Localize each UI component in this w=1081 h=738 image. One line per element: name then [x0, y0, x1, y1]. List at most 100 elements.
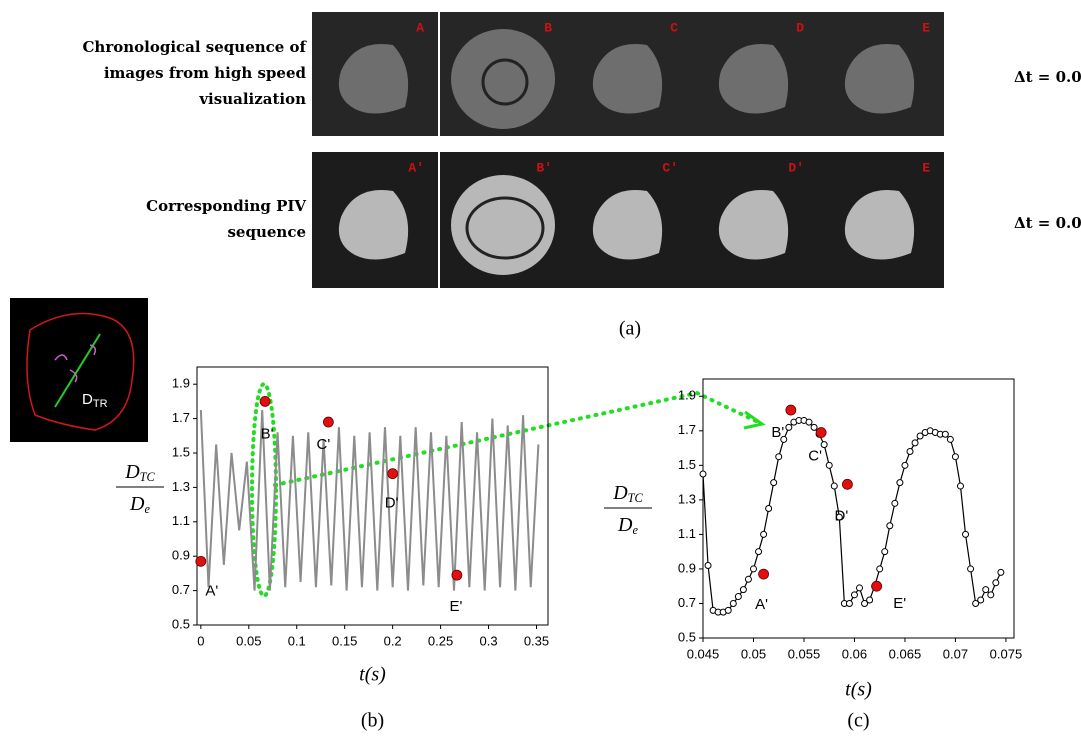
event-point — [322, 416, 334, 428]
data-marker — [744, 575, 752, 583]
y-tick-label: 1.1 — [678, 526, 696, 541]
event-label: D' — [835, 507, 849, 524]
data-marker — [850, 591, 858, 599]
data-marker — [734, 593, 742, 601]
data-marker — [866, 596, 874, 604]
x-tick-label: 0.2 — [384, 633, 402, 648]
data-marker — [825, 461, 833, 469]
data-marker — [785, 423, 793, 431]
x-tick-label: 0.045 — [687, 646, 720, 661]
data-marker — [941, 430, 949, 438]
data-marker — [749, 565, 757, 573]
zoom-arrow — [273, 390, 762, 487]
panel-label: (c) — [847, 710, 869, 732]
x-tick-label: 0.1 — [288, 633, 306, 648]
data-marker — [962, 530, 970, 538]
subscript: TC — [140, 470, 156, 484]
axis-title-part: De — [617, 514, 638, 537]
x-tick-label: 0.05 — [236, 633, 261, 648]
data-marker — [901, 461, 909, 469]
event-label: A' — [755, 596, 768, 613]
highlight-ellipse — [250, 382, 278, 598]
data-marker — [881, 548, 889, 556]
data-marker — [770, 479, 778, 487]
blob — [718, 190, 789, 260]
frame-label: D' — [788, 160, 804, 175]
data-marker — [987, 591, 995, 599]
event-label: E' — [449, 598, 462, 615]
inset-contour — [26, 312, 135, 431]
y-tick-label: 1.3 — [678, 491, 696, 506]
event-label: B' — [261, 425, 274, 442]
ring — [465, 196, 545, 260]
x-tick-label: 0 — [197, 633, 204, 648]
y-tick-label: 0.9 — [172, 548, 190, 563]
frame-label: B — [544, 20, 552, 35]
event-point — [451, 569, 463, 581]
data-marker — [951, 453, 959, 461]
data-marker — [956, 482, 964, 490]
symbol: D — [617, 514, 633, 536]
event-point — [758, 568, 769, 580]
y-tick-label: 0.7 — [172, 582, 190, 597]
x-tick-label: 0.06 — [842, 646, 867, 661]
event-label: E' — [893, 595, 906, 612]
blob — [338, 44, 409, 114]
data-marker — [760, 530, 768, 538]
x-tick-label: 0.05 — [741, 646, 766, 661]
x-axis-title: t(s) — [845, 679, 872, 701]
data-marker — [765, 505, 773, 512]
y-tick-label: 1.1 — [172, 513, 190, 528]
x-tick-label: 0.25 — [428, 633, 453, 648]
frame-label: C — [670, 20, 678, 35]
data-line — [702, 419, 1002, 613]
data-marker — [982, 586, 990, 594]
row-caption: Corresponding PIV — [146, 197, 306, 215]
axis-title-part: DTC — [612, 482, 643, 505]
time-step: Δt = 0.0005s — [1014, 68, 1081, 86]
data-marker — [704, 561, 712, 569]
data-marker — [906, 448, 914, 456]
data-marker — [896, 479, 904, 487]
data-marker — [830, 482, 838, 490]
data-marker — [699, 470, 707, 478]
frame-label: B' — [536, 160, 552, 175]
y-tick-label: 1.9 — [678, 388, 696, 403]
row-caption: sequence — [227, 223, 306, 241]
data-marker — [972, 599, 980, 607]
x-tick-label: 0.065 — [889, 646, 922, 661]
y-tick-label: 0.5 — [678, 629, 696, 644]
x-tick-label: 0.15 — [332, 633, 357, 648]
y-tick-label: 1.7 — [172, 410, 190, 425]
y-tick-label: 1.9 — [172, 376, 190, 391]
blob — [451, 29, 555, 129]
data-marker — [916, 432, 924, 440]
blob — [338, 190, 409, 260]
panel-label: (a) — [619, 318, 641, 340]
blob — [592, 190, 663, 260]
blob — [718, 44, 789, 114]
data-marker — [992, 579, 1000, 587]
event-point — [841, 478, 853, 490]
data-marker — [876, 565, 884, 573]
event-point — [785, 404, 797, 416]
event-point — [871, 580, 883, 592]
data-marker — [739, 586, 747, 594]
arrow-head — [743, 410, 766, 430]
data-marker — [775, 453, 783, 461]
plot-frame — [702, 378, 1015, 639]
axis-title-part: DTC — [124, 461, 155, 484]
row-caption: Chronological sequence of — [82, 38, 307, 56]
y-tick-label: 0.5 — [172, 616, 190, 631]
event-label: A' — [205, 582, 218, 599]
symbol: D — [124, 461, 140, 483]
event-point — [259, 395, 271, 407]
row-caption: visualization — [198, 90, 306, 108]
data-marker — [835, 513, 843, 521]
event-label: D' — [385, 495, 399, 512]
y-tick-label: 1.7 — [678, 422, 696, 437]
subscript: e — [632, 523, 638, 537]
inset-label: DTR — [82, 391, 108, 410]
